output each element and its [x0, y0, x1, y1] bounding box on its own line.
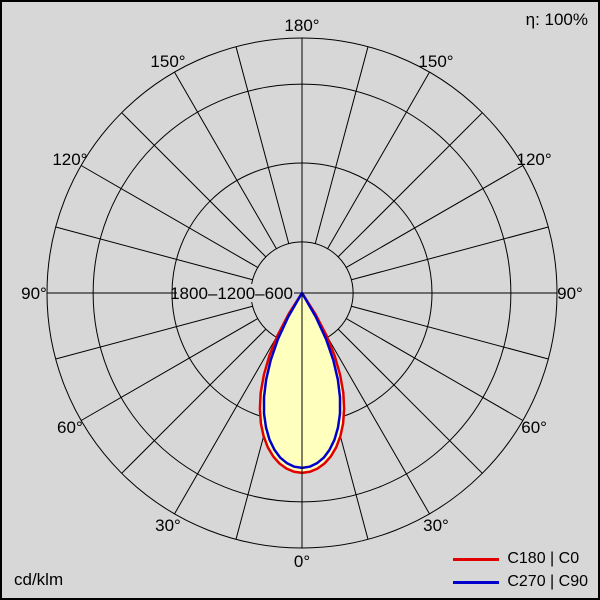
radial-line	[314, 46, 369, 244]
radial-line	[174, 337, 277, 515]
legend-item-c180-c0: C180 | C0	[453, 549, 588, 569]
angle-label-30: 30°	[155, 516, 181, 535]
unit-label: cd/klm	[14, 570, 64, 589]
radial-line	[80, 165, 258, 268]
angle-label-150: 150°	[418, 52, 453, 71]
radial-line	[327, 337, 430, 515]
radial-line	[346, 318, 524, 421]
legend: C180 | C0 C270 | C90	[453, 549, 588, 592]
angle-label-60: 60°	[521, 418, 547, 437]
legend-label: C270 | C90	[507, 573, 588, 590]
angle-label-120: 120°	[52, 150, 87, 169]
efficiency-label: η: 100%	[525, 10, 588, 29]
angle-label-0: 0°	[294, 552, 310, 571]
radial-line	[121, 328, 267, 474]
radial-line	[346, 165, 524, 268]
angle-label-30: 30°	[423, 516, 449, 535]
radial-line	[337, 328, 483, 474]
radial-axis-label-background	[177, 284, 294, 302]
angle-label-90: 90°	[21, 284, 47, 303]
radial-line	[235, 46, 290, 244]
angle-label-90: 90°	[557, 284, 583, 303]
legend-line-red-icon	[453, 557, 500, 561]
radial-axis-labels: 1800–1200–600	[170, 284, 293, 303]
radial-line	[327, 71, 430, 249]
legend-label: C180 | C0	[507, 550, 580, 567]
angle-label-150: 150°	[150, 52, 185, 71]
legend-item-c270-c90: C270 | C90	[453, 572, 588, 592]
radial-line	[121, 112, 267, 258]
angle-label-180: 180°	[284, 16, 319, 35]
legend-line-blue-icon	[453, 580, 500, 584]
angle-label-120: 120°	[517, 150, 552, 169]
radial-line	[351, 226, 549, 281]
radial-line	[55, 305, 253, 360]
angle-label-60: 60°	[57, 418, 83, 437]
radial-line	[351, 305, 549, 360]
radial-line	[80, 318, 258, 421]
radial-line	[337, 112, 483, 258]
radial-line	[55, 226, 253, 281]
radial-line	[174, 71, 277, 249]
angle-labels: 0° 30° 30° 60° 60° 90° 90° 120° 120° 150° 150° 180°	[21, 16, 583, 571]
